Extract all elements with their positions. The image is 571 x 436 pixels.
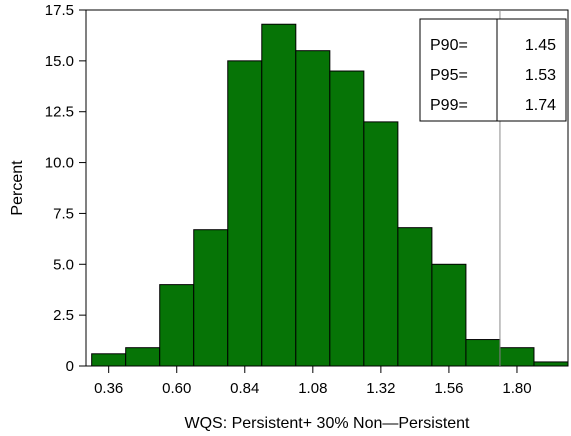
y-tick-label-2: 5.0	[53, 256, 74, 273]
histogram-bar-7	[329, 70, 365, 367]
histogram-bar-2	[159, 284, 195, 367]
y-tick-label-5: 12.5	[45, 104, 74, 121]
stat-value-p99: 1.74	[525, 97, 556, 114]
x-tick-label-6: 1.80	[502, 380, 531, 397]
x-tick-label-2: 0.84	[230, 380, 259, 397]
x-tick-label-3: 1.08	[298, 380, 327, 397]
x-tick-label-1: 0.60	[162, 380, 191, 397]
stat-value-p90: 1.45	[525, 37, 556, 54]
histogram-bar-11	[465, 339, 501, 367]
y-tick-label-1: 2.5	[53, 307, 74, 324]
histogram-bar-13	[533, 361, 569, 367]
stat-value-p95: 1.53	[525, 67, 556, 84]
histogram-bar-0	[91, 353, 127, 367]
histogram-bar-12	[499, 347, 535, 367]
x-axis-label: WQS: Persistent+ 30% Non—Persistent	[185, 415, 471, 432]
y-tick-label-7: 17.5	[45, 2, 74, 19]
histogram-bar-5	[261, 23, 297, 367]
x-axis: 0.36 0.60 0.84 1.08 1.32 1.56 1.80	[94, 366, 532, 397]
percentile-stats-box: P90= 1.45 P95= 1.53 P99= 1.74	[419, 18, 567, 122]
stat-label-p95: P95=	[430, 67, 468, 84]
y-tick-label-3: 7.5	[53, 205, 74, 222]
y-tick-label-6: 15.0	[45, 53, 74, 70]
stats-box-frame	[419, 18, 567, 122]
histogram-bar-4	[227, 60, 263, 367]
x-tick-label-0: 0.36	[94, 380, 123, 397]
histogram-bars	[91, 23, 569, 367]
y-axis-label: Percent	[9, 160, 26, 216]
histogram-bar-8	[363, 121, 399, 367]
histogram-bar-6	[295, 50, 331, 367]
histogram-bar-3	[193, 229, 229, 367]
stat-label-p99: P99=	[430, 97, 468, 114]
y-axis: 0 2.5 5.0 7.5 10.0 12.5 15.0 17.5	[45, 2, 86, 375]
histogram-bar-9	[397, 227, 433, 367]
stat-label-p90: P90=	[430, 37, 468, 54]
y-tick-label-0: 0	[66, 358, 74, 375]
histogram-bar-1	[125, 347, 161, 367]
x-tick-label-5: 1.56	[434, 380, 463, 397]
x-tick-label-4: 1.32	[366, 380, 395, 397]
histogram-bar-10	[431, 263, 467, 367]
y-tick-label-4: 10.0	[45, 155, 74, 172]
